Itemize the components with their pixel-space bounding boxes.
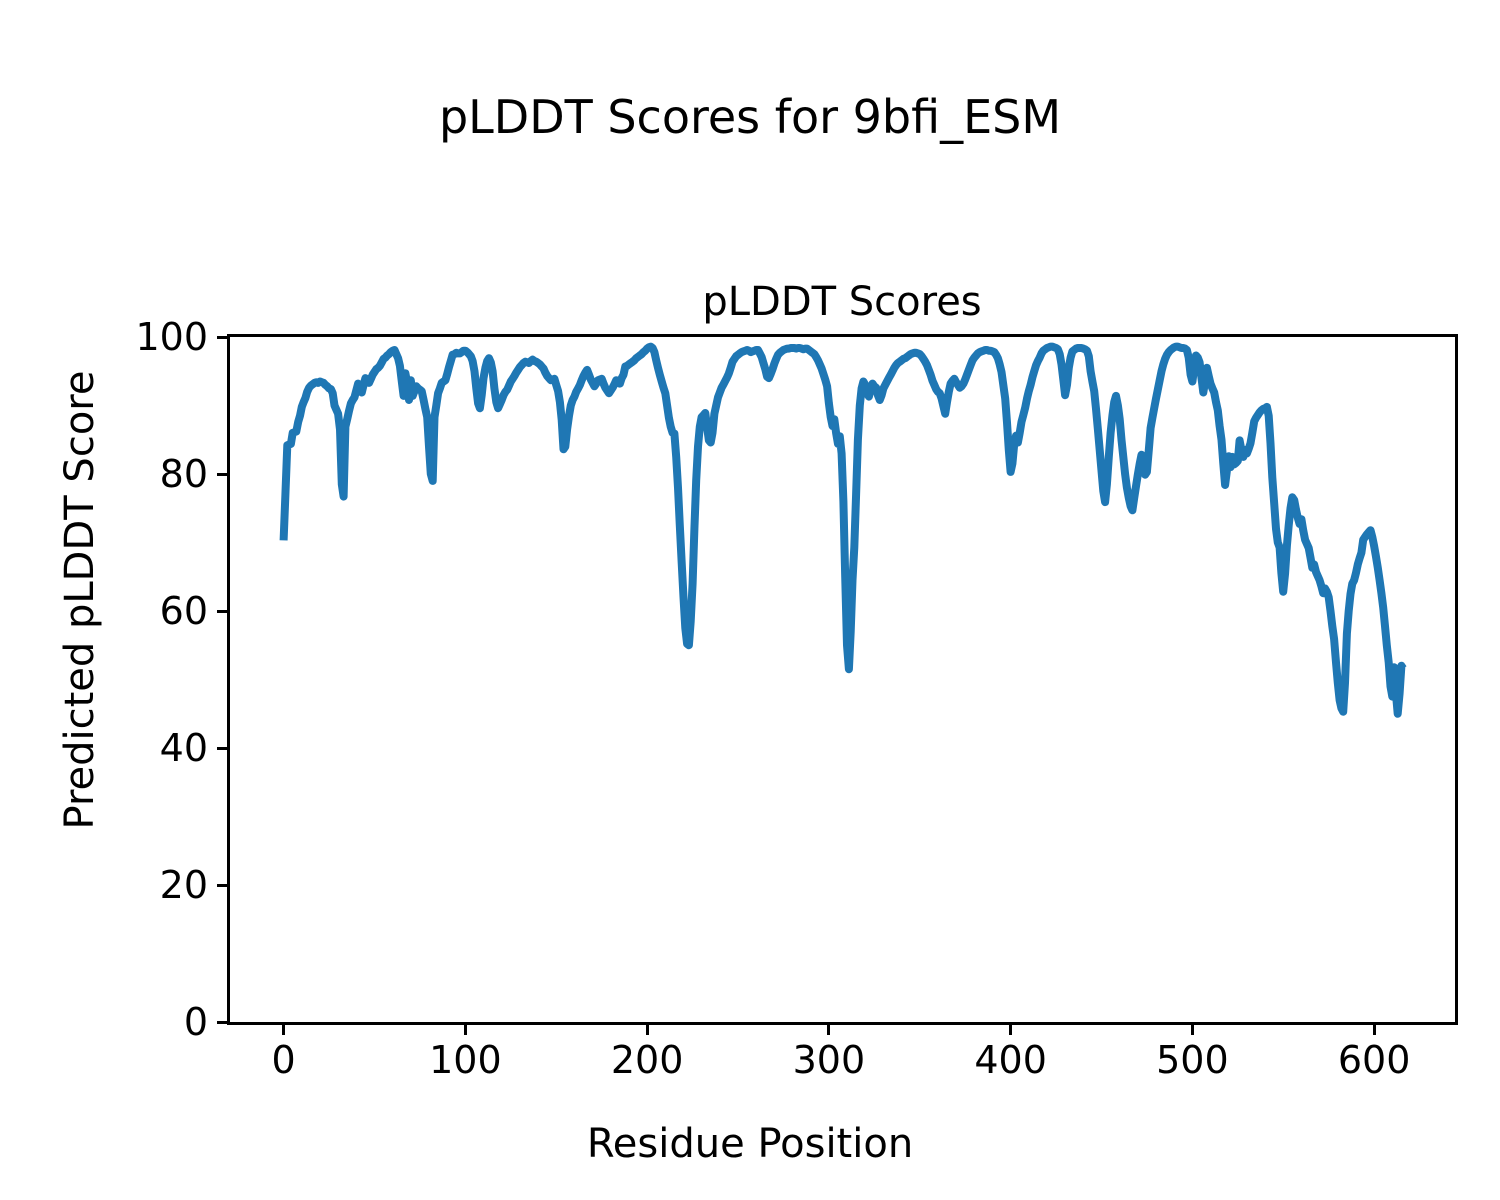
- x-tick-mark: [282, 1025, 286, 1035]
- x-tick-mark: [1009, 1025, 1013, 1035]
- x-tick-label: 100: [429, 1038, 502, 1082]
- x-tick-label: 500: [1156, 1038, 1229, 1082]
- y-tick-label: 100: [135, 315, 208, 359]
- y-tick-mark: [217, 609, 227, 613]
- x-tick-label: 200: [610, 1038, 684, 1082]
- x-tick-label: 600: [1337, 1038, 1411, 1082]
- y-tick-mark: [217, 883, 227, 887]
- axes-title: pLDDT Scores: [702, 279, 982, 325]
- x-tick-label: 400: [974, 1038, 1047, 1082]
- y-axis-label: Predicted pLDDT Score: [57, 370, 103, 830]
- x-tick-label: 0: [271, 1038, 296, 1082]
- y-tick-mark: [217, 746, 227, 750]
- y-tick-label: 40: [159, 726, 208, 770]
- y-tick-label: 80: [159, 452, 208, 496]
- figure-title: pLDDT Scores for 9bfi_ESM: [438, 90, 1062, 144]
- y-tick-mark: [217, 335, 227, 339]
- y-tick-mark: [217, 472, 227, 476]
- y-tick-label: 60: [159, 589, 208, 633]
- y-tick-label: 20: [159, 863, 208, 907]
- plddt-line-chart: [279, 342, 1407, 718]
- y-tick-mark: [217, 1020, 227, 1024]
- x-tick-label: 300: [792, 1038, 866, 1082]
- x-tick-mark: [827, 1025, 831, 1035]
- x-tick-mark: [1372, 1025, 1376, 1035]
- x-tick-mark: [463, 1025, 467, 1035]
- plot-area-border: [227, 334, 1458, 1025]
- x-tick-mark: [645, 1025, 649, 1035]
- plddt-series-line: [279, 342, 1407, 718]
- x-axis-label: Residue Position: [586, 1121, 914, 1167]
- x-tick-mark: [1190, 1025, 1194, 1035]
- y-tick-label: 0: [183, 1000, 208, 1044]
